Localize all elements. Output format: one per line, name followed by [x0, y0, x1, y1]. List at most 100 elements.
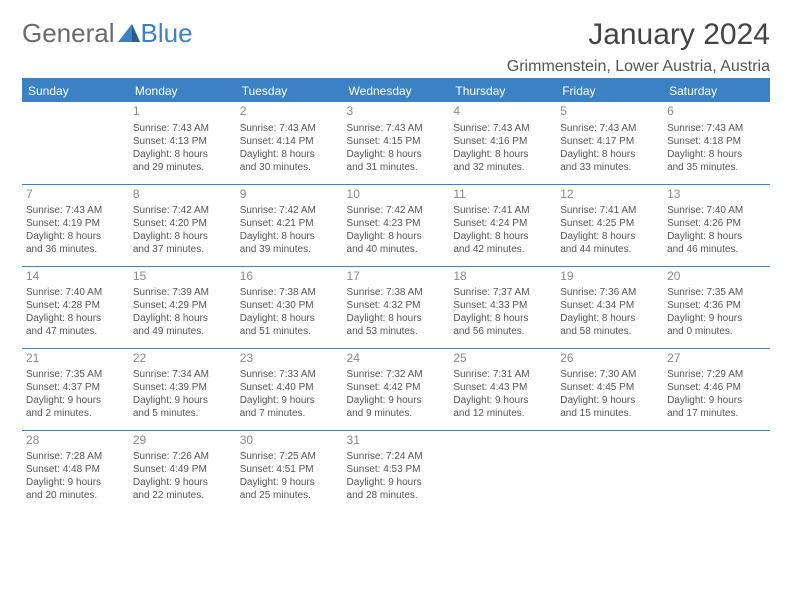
sunrise-text: Sunrise: 7:38 AM — [347, 286, 446, 299]
day-number: 16 — [240, 269, 339, 285]
daylight-text: and 22 minutes. — [133, 489, 232, 502]
sunset-text: Sunset: 4:39 PM — [133, 381, 232, 394]
sunrise-text: Sunrise: 7:43 AM — [667, 122, 766, 135]
daylight-text: and 37 minutes. — [133, 243, 232, 256]
day-number: 6 — [667, 104, 766, 120]
calendar-cell: 7Sunrise: 7:43 AMSunset: 4:19 PMDaylight… — [22, 184, 129, 266]
sunset-text: Sunset: 4:26 PM — [667, 217, 766, 230]
sunset-text: Sunset: 4:45 PM — [560, 381, 659, 394]
sunset-text: Sunset: 4:51 PM — [240, 463, 339, 476]
sunset-text: Sunset: 4:46 PM — [667, 381, 766, 394]
sunrise-text: Sunrise: 7:34 AM — [133, 368, 232, 381]
daylight-text: Daylight: 8 hours — [347, 230, 446, 243]
day-number: 17 — [347, 269, 446, 285]
calendar-table: Sunday Monday Tuesday Wednesday Thursday… — [22, 80, 770, 512]
calendar-cell: 23Sunrise: 7:33 AMSunset: 4:40 PMDayligh… — [236, 348, 343, 430]
location-text: Grimmenstein, Lower Austria, Austria — [22, 58, 770, 76]
daylight-text: and 20 minutes. — [26, 489, 125, 502]
calendar-cell: 29Sunrise: 7:26 AMSunset: 4:49 PMDayligh… — [129, 430, 236, 512]
calendar-cell: 1Sunrise: 7:43 AMSunset: 4:13 PMDaylight… — [129, 102, 236, 184]
day-number: 4 — [453, 104, 552, 120]
daylight-text: and 7 minutes. — [240, 407, 339, 420]
day-number: 18 — [453, 269, 552, 285]
weekday-header: Saturday — [663, 80, 770, 102]
daylight-text: and 35 minutes. — [667, 161, 766, 174]
sunrise-text: Sunrise: 7:28 AM — [26, 450, 125, 463]
sunrise-text: Sunrise: 7:43 AM — [453, 122, 552, 135]
sunset-text: Sunset: 4:42 PM — [347, 381, 446, 394]
header: General Blue January 2024 — [22, 18, 770, 54]
daylight-text: Daylight: 9 hours — [26, 476, 125, 489]
calendar-cell: 25Sunrise: 7:31 AMSunset: 4:43 PMDayligh… — [449, 348, 556, 430]
daylight-text: Daylight: 8 hours — [667, 148, 766, 161]
daylight-text: and 0 minutes. — [667, 325, 766, 338]
calendar-cell: 10Sunrise: 7:42 AMSunset: 4:23 PMDayligh… — [343, 184, 450, 266]
calendar-cell: 30Sunrise: 7:25 AMSunset: 4:51 PMDayligh… — [236, 430, 343, 512]
sunrise-text: Sunrise: 7:26 AM — [133, 450, 232, 463]
weekday-header: Tuesday — [236, 80, 343, 102]
daylight-text: Daylight: 8 hours — [240, 148, 339, 161]
daylight-text: Daylight: 9 hours — [26, 394, 125, 407]
daylight-text: and 49 minutes. — [133, 325, 232, 338]
calendar-cell: 19Sunrise: 7:36 AMSunset: 4:34 PMDayligh… — [556, 266, 663, 348]
day-number: 27 — [667, 351, 766, 367]
sunrise-text: Sunrise: 7:32 AM — [347, 368, 446, 381]
daylight-text: Daylight: 9 hours — [453, 394, 552, 407]
calendar-row: 1Sunrise: 7:43 AMSunset: 4:13 PMDaylight… — [22, 102, 770, 184]
daylight-text: and 2 minutes. — [26, 407, 125, 420]
day-number: 9 — [240, 187, 339, 203]
sunrise-text: Sunrise: 7:40 AM — [667, 204, 766, 217]
day-number: 2 — [240, 104, 339, 120]
sunrise-text: Sunrise: 7:38 AM — [240, 286, 339, 299]
sunset-text: Sunset: 4:19 PM — [26, 217, 125, 230]
calendar-cell: 28Sunrise: 7:28 AMSunset: 4:48 PMDayligh… — [22, 430, 129, 512]
daylight-text: and 42 minutes. — [453, 243, 552, 256]
daylight-text: and 31 minutes. — [347, 161, 446, 174]
day-number: 30 — [240, 433, 339, 449]
daylight-text: Daylight: 9 hours — [667, 394, 766, 407]
calendar-cell: 14Sunrise: 7:40 AMSunset: 4:28 PMDayligh… — [22, 266, 129, 348]
daylight-text: and 12 minutes. — [453, 407, 552, 420]
sunrise-text: Sunrise: 7:31 AM — [453, 368, 552, 381]
calendar-cell: 12Sunrise: 7:41 AMSunset: 4:25 PMDayligh… — [556, 184, 663, 266]
sunrise-text: Sunrise: 7:42 AM — [347, 204, 446, 217]
calendar-row: 14Sunrise: 7:40 AMSunset: 4:28 PMDayligh… — [22, 266, 770, 348]
day-number: 8 — [133, 187, 232, 203]
calendar-cell: 22Sunrise: 7:34 AMSunset: 4:39 PMDayligh… — [129, 348, 236, 430]
calendar-cell: 8Sunrise: 7:42 AMSunset: 4:20 PMDaylight… — [129, 184, 236, 266]
calendar-cell: 21Sunrise: 7:35 AMSunset: 4:37 PMDayligh… — [22, 348, 129, 430]
sunset-text: Sunset: 4:40 PM — [240, 381, 339, 394]
sunset-text: Sunset: 4:30 PM — [240, 299, 339, 312]
daylight-text: and 33 minutes. — [560, 161, 659, 174]
sunrise-text: Sunrise: 7:37 AM — [453, 286, 552, 299]
sunset-text: Sunset: 4:15 PM — [347, 135, 446, 148]
sunrise-text: Sunrise: 7:24 AM — [347, 450, 446, 463]
sunrise-text: Sunrise: 7:43 AM — [240, 122, 339, 135]
day-number: 11 — [453, 187, 552, 203]
sunset-text: Sunset: 4:43 PM — [453, 381, 552, 394]
day-number: 13 — [667, 187, 766, 203]
sunset-text: Sunset: 4:18 PM — [667, 135, 766, 148]
sunset-text: Sunset: 4:14 PM — [240, 135, 339, 148]
weekday-header: Friday — [556, 80, 663, 102]
sunset-text: Sunset: 4:34 PM — [560, 299, 659, 312]
daylight-text: Daylight: 8 hours — [453, 148, 552, 161]
sunrise-text: Sunrise: 7:25 AM — [240, 450, 339, 463]
calendar-cell: 26Sunrise: 7:30 AMSunset: 4:45 PMDayligh… — [556, 348, 663, 430]
weekday-header: Wednesday — [343, 80, 450, 102]
calendar-row: 21Sunrise: 7:35 AMSunset: 4:37 PMDayligh… — [22, 348, 770, 430]
sunrise-text: Sunrise: 7:35 AM — [26, 368, 125, 381]
sunrise-text: Sunrise: 7:42 AM — [240, 204, 339, 217]
calendar-cell: 4Sunrise: 7:43 AMSunset: 4:16 PMDaylight… — [449, 102, 556, 184]
daylight-text: and 9 minutes. — [347, 407, 446, 420]
calendar-cell: 31Sunrise: 7:24 AMSunset: 4:53 PMDayligh… — [343, 430, 450, 512]
daylight-text: Daylight: 8 hours — [26, 230, 125, 243]
day-number: 24 — [347, 351, 446, 367]
calendar-cell: 17Sunrise: 7:38 AMSunset: 4:32 PMDayligh… — [343, 266, 450, 348]
sunrise-text: Sunrise: 7:41 AM — [453, 204, 552, 217]
sunrise-text: Sunrise: 7:43 AM — [347, 122, 446, 135]
sunrise-text: Sunrise: 7:39 AM — [133, 286, 232, 299]
daylight-text: and 39 minutes. — [240, 243, 339, 256]
day-number: 15 — [133, 269, 232, 285]
daylight-text: Daylight: 8 hours — [133, 230, 232, 243]
